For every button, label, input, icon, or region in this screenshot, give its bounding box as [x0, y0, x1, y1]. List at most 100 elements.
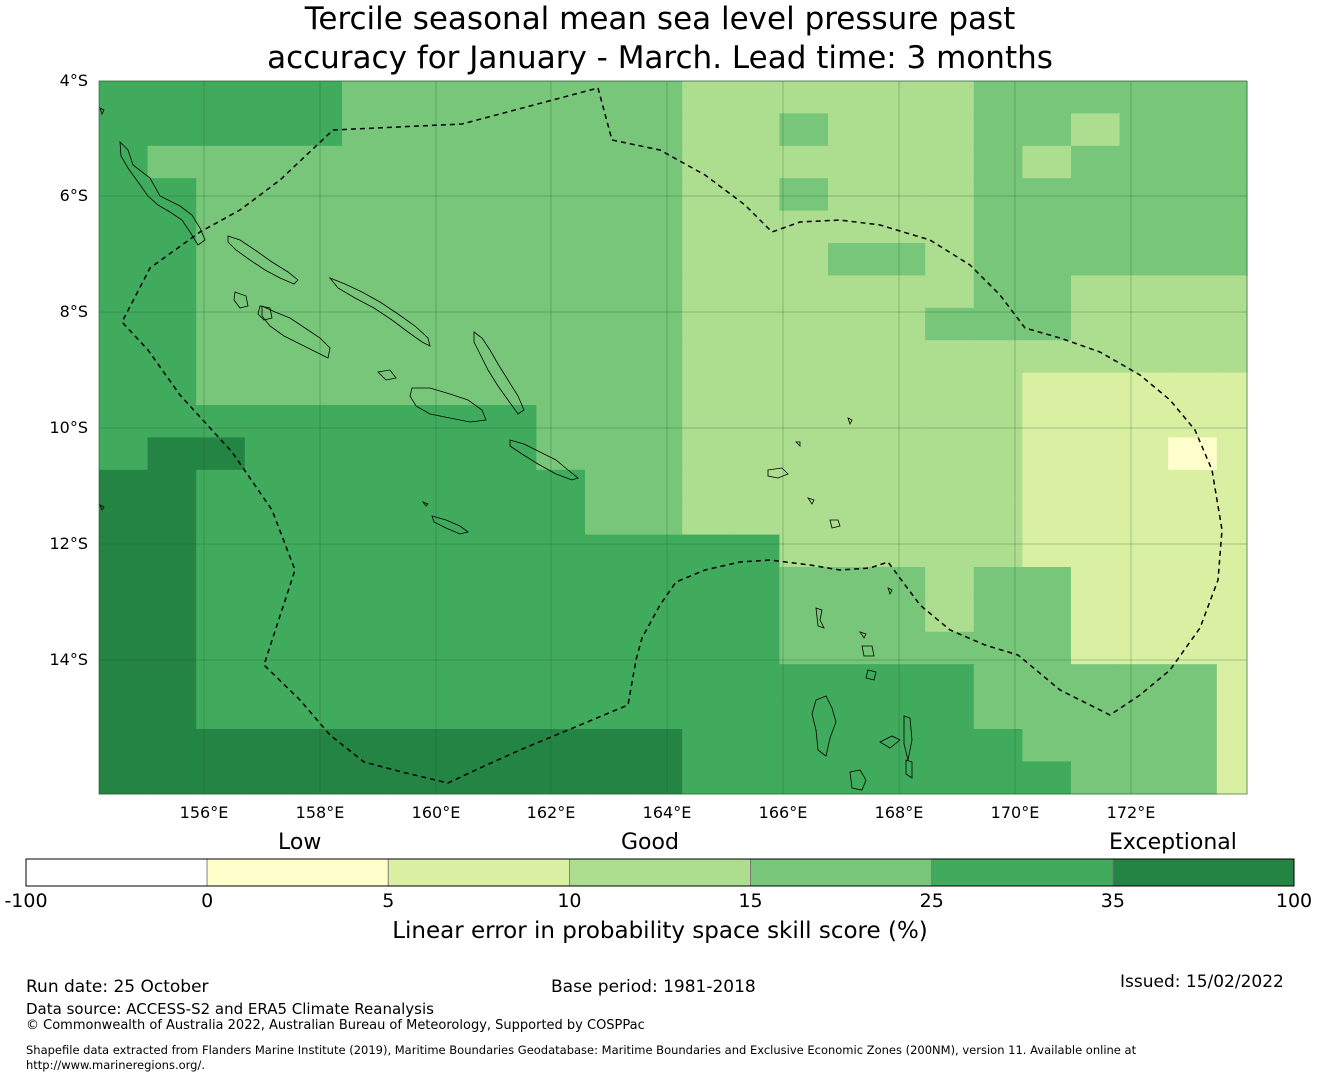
skill-cell: [876, 405, 926, 438]
skill-cell: [925, 502, 975, 536]
colorbar-segment: [931, 858, 1114, 887]
island-banks: [859, 631, 867, 639]
skill-cell: [99, 729, 149, 762]
skill-cell: [147, 567, 197, 600]
skill-cell: [244, 113, 294, 147]
skill-cell: [925, 307, 975, 341]
skill-cell: [779, 567, 829, 600]
skill-cell: [487, 405, 537, 438]
skill-cell: [633, 437, 683, 471]
island-vella-lavella: [233, 291, 249, 309]
skill-cell: [730, 437, 780, 471]
skill-cell: [585, 534, 635, 568]
island-small-4: [887, 587, 893, 596]
longitude-label: 170°E: [990, 803, 1040, 822]
skill-cell: [1022, 631, 1072, 665]
skill-cell: [876, 729, 926, 762]
skill-cell: [1071, 631, 1121, 665]
skill-cell: [682, 145, 732, 179]
skill-cell: [973, 534, 1023, 568]
skill-cell: [342, 210, 392, 244]
island-rennell: [431, 515, 469, 535]
data-source: Data source: ACCESS-S2 and ERA5 Climate …: [26, 1000, 434, 1018]
skill-cell: [1168, 145, 1218, 179]
skill-cell: [973, 405, 1023, 438]
skill-cell: [342, 761, 392, 795]
skill-cell: [1216, 81, 1248, 114]
skill-cell: [99, 664, 149, 698]
skill-cell: [1022, 113, 1072, 147]
skill-cell: [439, 210, 489, 244]
skill-cell: [390, 696, 440, 730]
skill-cell: [585, 372, 635, 406]
skill-cell: [828, 534, 878, 568]
skill-cell: [1168, 275, 1218, 309]
skill-cell: [293, 210, 343, 244]
skill-cell: [925, 275, 975, 309]
skill-cell: [487, 113, 537, 147]
skill-cell: [487, 567, 537, 600]
skill-cell: [1119, 729, 1169, 762]
skill-cell: [439, 243, 489, 276]
skill-cell: [1216, 243, 1248, 276]
skill-cell: [1119, 275, 1169, 309]
skill-cell: [876, 178, 926, 212]
skill-cell: [876, 81, 926, 114]
skill-cell: [293, 664, 343, 698]
skill-cell: [390, 340, 440, 374]
island-espiritu-santo: [811, 695, 837, 757]
skill-cell: [536, 178, 586, 212]
skill-cell: [293, 502, 343, 536]
skill-cell: [925, 761, 975, 795]
skill-cell: [925, 372, 975, 406]
skill-cell: [1022, 210, 1072, 244]
skill-cell: [682, 372, 732, 406]
skill-cell: [730, 761, 780, 795]
skill-cell: [633, 599, 683, 633]
skill-cell: [147, 178, 197, 212]
skill-cell: [779, 761, 829, 795]
skill-cell: [99, 502, 149, 536]
category-low: Low: [278, 830, 322, 855]
skill-cell: [779, 307, 829, 341]
skill-cell: [439, 178, 489, 212]
skill-cell: [390, 567, 440, 600]
skill-cell: [196, 113, 246, 147]
latitude-label: 14°S: [49, 650, 88, 669]
skill-cell: [1216, 502, 1248, 536]
skill-cell: [196, 599, 246, 633]
skill-cell: [1168, 81, 1218, 114]
skill-cell: [439, 534, 489, 568]
skill-cell: [536, 761, 586, 795]
skill-cell: [390, 502, 440, 536]
colorbar-tick-label: 15: [738, 890, 763, 912]
skill-cell: [293, 340, 343, 374]
skill-cell: [925, 696, 975, 730]
skill-cell: [1071, 761, 1121, 795]
skill-cell: [99, 81, 149, 114]
skill-cell: [779, 81, 829, 114]
skill-cell: [925, 567, 975, 600]
skill-cell: [342, 178, 392, 212]
skill-cell: [487, 178, 537, 212]
category-exceptional: Exceptional: [1109, 830, 1237, 855]
skill-grid-cells: [99, 81, 1248, 795]
skill-cell: [1216, 113, 1248, 147]
skill-cell: [536, 405, 586, 438]
skill-cell: [730, 502, 780, 536]
island-maewo: [905, 759, 913, 779]
skill-cell: [196, 534, 246, 568]
latitude-label: 12°S: [49, 534, 88, 553]
skill-cell: [99, 145, 149, 179]
skill-cell: [1168, 469, 1218, 503]
skill-cell: [196, 307, 246, 341]
skill-cell: [682, 534, 732, 568]
skill-cell: [196, 631, 246, 665]
skill-cell: [1168, 534, 1218, 568]
skill-cell: [439, 599, 489, 633]
skill-cell: [973, 729, 1023, 762]
skill-cell: [293, 145, 343, 179]
skill-cell: [925, 340, 975, 374]
skill-cell: [342, 372, 392, 406]
skill-cell: [342, 307, 392, 341]
